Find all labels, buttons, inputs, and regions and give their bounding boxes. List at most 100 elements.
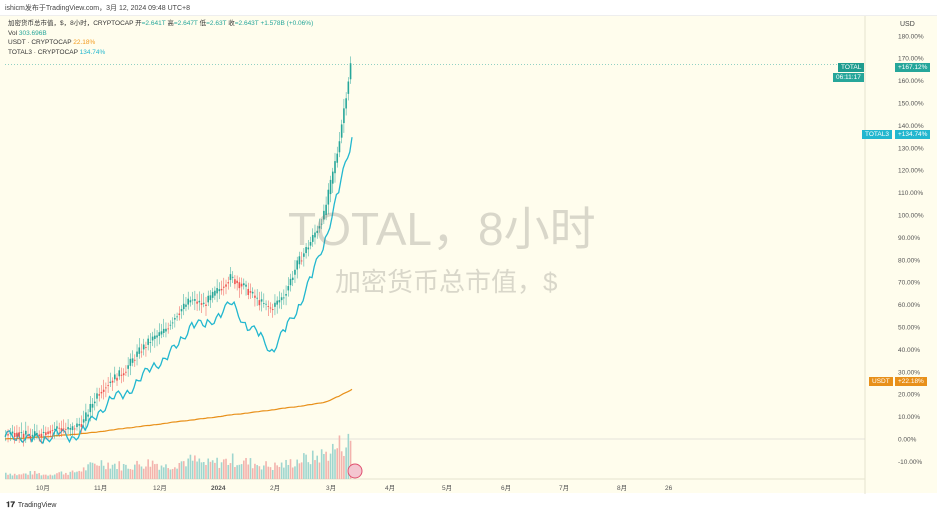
candle-body bbox=[145, 347, 147, 348]
candle-body bbox=[20, 432, 23, 434]
usdt-line bbox=[4, 388, 353, 440]
volume-bar bbox=[7, 474, 9, 479]
candle-body bbox=[149, 342, 152, 343]
volume-bar bbox=[343, 455, 345, 479]
candle-body bbox=[211, 291, 214, 298]
candle-body bbox=[87, 414, 89, 417]
candle-body bbox=[7, 434, 9, 436]
volume-bar bbox=[131, 469, 134, 479]
volume-bar bbox=[40, 475, 43, 479]
volume-bar bbox=[62, 474, 65, 479]
volume-bar bbox=[167, 468, 169, 479]
volume-bar bbox=[296, 459, 298, 479]
candle-body bbox=[327, 189, 330, 205]
candle-body bbox=[318, 226, 321, 229]
price-plot[interactable]: USD 180.00% 170.00% 160.00% 150.00% 140.00% 13… bbox=[0, 16, 937, 494]
price-tick-label: 30.00% bbox=[898, 369, 920, 376]
candle-body bbox=[91, 403, 94, 408]
candle-body bbox=[225, 284, 227, 287]
volume-bar bbox=[222, 459, 225, 479]
volume-bar bbox=[234, 467, 236, 479]
volume-bar bbox=[300, 462, 303, 479]
candle-body bbox=[160, 331, 163, 335]
volume-bar bbox=[340, 451, 343, 479]
volume-bar bbox=[78, 470, 81, 479]
total-tag-value: +167.12% bbox=[895, 63, 931, 72]
volume-bar bbox=[345, 447, 347, 479]
candle-body bbox=[256, 297, 258, 299]
candle-body bbox=[120, 374, 123, 376]
volume-bar bbox=[314, 460, 316, 479]
legend: 加密货币总市值，$，8小时，CRYPTOCAP 开=2.641T 高=2.647… bbox=[8, 19, 313, 57]
volume-bar bbox=[185, 466, 187, 479]
volume-bar bbox=[20, 474, 23, 479]
candle-body bbox=[276, 300, 278, 305]
volume-bar bbox=[238, 464, 241, 479]
time-tick-label: 7月 bbox=[559, 484, 569, 492]
volume-bar bbox=[220, 462, 223, 479]
candle-body bbox=[78, 424, 81, 426]
candle-body bbox=[209, 295, 212, 301]
price-tick-label: 180.00% bbox=[898, 33, 924, 40]
candle-body bbox=[267, 306, 270, 307]
candle-body bbox=[287, 286, 290, 291]
volume-bar bbox=[96, 465, 98, 479]
candle-body bbox=[231, 276, 234, 278]
legend-usdt: USDT · CRYPTOCAP 22.18% bbox=[8, 39, 96, 46]
candle-body bbox=[76, 423, 78, 428]
price-tick-label: 50.00% bbox=[898, 325, 920, 332]
candle-body bbox=[289, 278, 292, 286]
candle-body bbox=[109, 381, 112, 383]
time-tick-label: 2月 bbox=[270, 484, 280, 492]
candle-body bbox=[200, 303, 203, 305]
volume-bar bbox=[49, 474, 52, 479]
volume-bar bbox=[76, 471, 78, 479]
volume-bar bbox=[38, 473, 40, 479]
candle-body bbox=[31, 434, 34, 437]
volume-bar bbox=[316, 455, 319, 479]
volume-bar bbox=[247, 464, 250, 479]
axis-currency: USD bbox=[900, 21, 915, 28]
volume-bar bbox=[231, 453, 234, 479]
candle-body bbox=[25, 430, 27, 435]
volume-bar bbox=[149, 466, 152, 479]
candle-body bbox=[71, 426, 74, 431]
volume-bar bbox=[138, 464, 141, 479]
volume-bar bbox=[311, 450, 314, 479]
candle-body bbox=[300, 260, 303, 262]
candle-body bbox=[169, 324, 172, 326]
candle-body bbox=[11, 431, 14, 434]
volume-bar bbox=[31, 474, 34, 479]
candle-body bbox=[216, 288, 218, 294]
volume-bar bbox=[120, 470, 123, 479]
candle-body bbox=[67, 427, 69, 430]
candle-body bbox=[80, 424, 83, 427]
time-tick-label: 3月 bbox=[326, 484, 336, 492]
volume-bar bbox=[9, 473, 12, 479]
volume-bar bbox=[338, 435, 341, 479]
candle-body bbox=[171, 322, 174, 324]
price-tick-label: 40.00% bbox=[898, 347, 920, 354]
volume-bar bbox=[349, 440, 352, 479]
chart-area[interactable]: USD 180.00% 170.00% 160.00% 150.00% 140.00% 13… bbox=[0, 15, 937, 494]
volume-bar bbox=[142, 468, 145, 479]
price-tick-label: 170.00% bbox=[898, 56, 924, 63]
candle-body bbox=[285, 294, 287, 296]
volume-bar bbox=[347, 433, 350, 479]
volume-bar bbox=[329, 453, 332, 479]
volume-bar bbox=[45, 474, 47, 479]
volume-bar bbox=[309, 464, 312, 479]
candle-body bbox=[151, 336, 154, 341]
footer[interactable]: 𝟏𝟕 TradingView bbox=[6, 500, 56, 510]
volume-bar bbox=[187, 458, 189, 479]
volume-bar bbox=[325, 451, 327, 479]
footer-brand: TradingView bbox=[17, 501, 57, 509]
volume-bar bbox=[327, 460, 330, 479]
volume-bar bbox=[303, 453, 305, 479]
volume-bar bbox=[171, 468, 174, 479]
volume-bar bbox=[113, 463, 116, 479]
candle-body bbox=[165, 328, 167, 332]
volume-bar bbox=[105, 469, 107, 479]
candle-body bbox=[69, 427, 72, 430]
candle-body bbox=[16, 432, 18, 437]
